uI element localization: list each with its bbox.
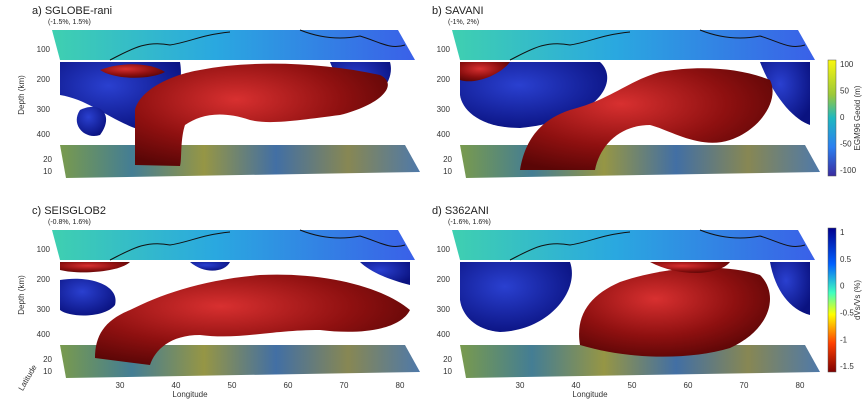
- latitude-tick-label: 20: [43, 355, 52, 364]
- positive-anomaly: [579, 267, 770, 357]
- positive-anomaly: [135, 63, 388, 167]
- colorbar-tick-label: -50: [840, 140, 852, 149]
- positive-anomaly: [60, 262, 130, 273]
- depth-tick-label: 100: [437, 245, 451, 254]
- colorbar-tick-label: -0.5: [840, 309, 854, 318]
- longitude-tick-label: 50: [628, 381, 637, 390]
- latitude-tick-label: 20: [443, 155, 452, 164]
- panel: a) SGLOBE-rani (-1.5%, 1.5%) 100 200 300 400 2…: [17, 5, 420, 178]
- coastline: [109, 29, 406, 61]
- depth-tick-label: 200: [37, 75, 51, 84]
- colorbar-label: dVs/Vs (%): [853, 280, 862, 320]
- bottom-plane: [60, 145, 420, 178]
- depth-tick-label: 100: [37, 45, 51, 54]
- longitude-tick-label: 30: [116, 381, 125, 390]
- depth-tick-label: 400: [37, 130, 51, 139]
- bottom-plane: [460, 345, 820, 378]
- positive-anomaly: [520, 68, 773, 170]
- positive-anomaly: [95, 274, 410, 365]
- colorbar-tick-label: 0: [840, 113, 845, 122]
- latitude-tick-label: 10: [443, 367, 452, 376]
- top-plane: [452, 230, 815, 260]
- positive-anomaly: [100, 64, 165, 78]
- depth-tick-label: 200: [37, 275, 51, 284]
- longitude-axis-label: Longitude: [172, 390, 208, 399]
- colorbar-label: EGM96 Geoid (m): [853, 85, 862, 150]
- panel-subtitle: (-1.5%, 1.5%): [48, 19, 91, 26]
- latitude-tick-label: 20: [443, 355, 452, 364]
- bottom-plane: [460, 145, 820, 178]
- colorbar-tick-label: -1.5: [840, 362, 854, 371]
- depth-tick-label: 300: [37, 305, 51, 314]
- colorbar-tick-label: 0.5: [840, 255, 852, 264]
- depth-tick-label: 300: [37, 105, 51, 114]
- coastline: [109, 229, 406, 261]
- top-plane: [452, 30, 815, 60]
- latitude-tick-label: 20: [43, 155, 52, 164]
- coastline: [509, 29, 806, 61]
- panel-subtitle: (-0.8%, 1.6%): [48, 219, 91, 226]
- latitude-tick-label: 10: [43, 167, 52, 176]
- colorbar-tick-label: -1: [840, 335, 848, 344]
- depth-tick-label: 100: [437, 45, 451, 54]
- longitude-tick-label: 80: [396, 381, 405, 390]
- longitude-tick-label: 40: [572, 381, 581, 390]
- panel: b) SAVANI (-1%, 2%) 100 200 300 400 20 10: [432, 5, 820, 178]
- negative-anomaly: [76, 106, 107, 136]
- colorbar-tick-label: 100: [840, 60, 854, 69]
- latitude-tick-label: 10: [43, 367, 52, 376]
- depth-tick-label: 200: [437, 275, 451, 284]
- longitude-tick-label: 60: [684, 381, 693, 390]
- colorbar-tick-label: 0: [840, 282, 845, 291]
- panel-subtitle: (-1.6%, 1.6%): [448, 219, 491, 226]
- depth-axis-label: Depth (km): [17, 275, 26, 315]
- negative-anomaly: [770, 262, 810, 315]
- panel-title: b) SAVANI: [432, 5, 484, 17]
- colorbar-tick-label: 1: [840, 228, 845, 237]
- depth-tick-label: 200: [437, 75, 451, 84]
- panel: c) SEISGLOB2 (-0.8%, 1.6%) 100 200 300 400 20 1…: [17, 205, 420, 399]
- longitude-tick-label: 70: [340, 381, 349, 390]
- panel-title: a) SGLOBE-rani: [32, 5, 112, 17]
- positive-anomaly: [650, 262, 730, 273]
- colorbar-tick-label: 50: [840, 87, 849, 96]
- longitude-tick-label: 60: [284, 381, 293, 390]
- longitude-tick-label: 70: [740, 381, 749, 390]
- depth-tick-label: 300: [437, 105, 451, 114]
- negative-anomaly: [360, 262, 410, 285]
- negative-anomaly: [760, 62, 810, 125]
- depth-tick-label: 400: [437, 330, 451, 339]
- coastline: [509, 229, 806, 261]
- colorbar: [827, 227, 837, 373]
- negative-anomaly: [460, 262, 572, 332]
- positive-anomaly: [460, 62, 510, 82]
- latitude-tick-label: 10: [443, 167, 452, 176]
- longitude-axis-label: Longitude: [572, 390, 608, 399]
- negative-anomaly: [60, 278, 116, 316]
- depth-axis-label: Depth (km): [17, 75, 26, 115]
- longitude-tick-label: 80: [796, 381, 805, 390]
- panel-title: d) S362ANI: [432, 205, 489, 217]
- colorbar: [827, 59, 837, 177]
- longitude-tick-label: 50: [228, 381, 237, 390]
- panel: d) S362ANI (-1.6%, 1.6%) 100 200 300 400 20 10 3…: [432, 205, 820, 399]
- depth-tick-label: 100: [37, 245, 51, 254]
- colorbar-tick-label: -100: [840, 166, 857, 175]
- top-plane: [52, 30, 415, 60]
- top-plane: [52, 230, 415, 260]
- negative-anomaly: [190, 262, 230, 271]
- depth-tick-label: 400: [37, 330, 51, 339]
- longitude-tick-label: 30: [516, 381, 525, 390]
- panel-title: c) SEISGLOB2: [32, 205, 106, 217]
- panel-subtitle: (-1%, 2%): [448, 19, 479, 26]
- depth-tick-label: 400: [437, 130, 451, 139]
- longitude-tick-label: 40: [172, 381, 181, 390]
- latitude-axis-label: Latitude: [17, 363, 39, 393]
- depth-tick-label: 300: [437, 305, 451, 314]
